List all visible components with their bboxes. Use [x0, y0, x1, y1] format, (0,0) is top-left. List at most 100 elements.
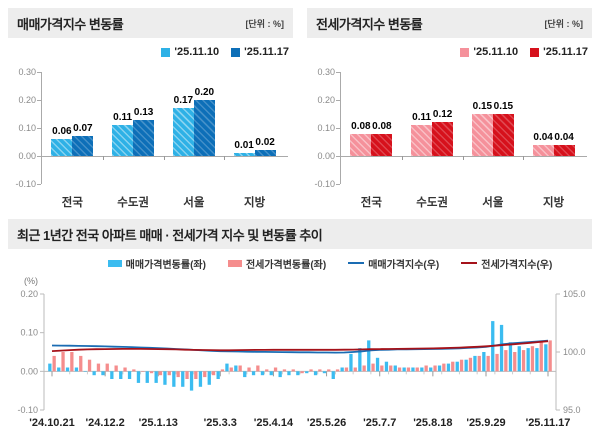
bar	[133, 119, 155, 156]
y-tick-label: -0.10	[15, 179, 36, 189]
svg-text:'24.12.2: '24.12.2	[85, 417, 124, 429]
legend-swatch	[231, 47, 241, 57]
legend-line-swatch	[461, 262, 478, 264]
category-label: 지방	[244, 197, 266, 209]
trend-chart-svg: (%) 0.20 0.10 0.00 -0.10 105.0 100.0 95.0 '24.10…	[17, 276, 586, 429]
bar	[553, 144, 575, 156]
y-tick-label: 0.20	[317, 95, 335, 105]
legend-swatch	[107, 259, 122, 267]
svg-text:'25.9.29: '25.9.29	[466, 417, 505, 429]
legend-label: '25.11.17	[543, 46, 588, 58]
legend-swatch	[460, 47, 470, 57]
bar	[172, 108, 194, 156]
report-page: { "panels": { "sales": { "title": "매매가격지…	[0, 0, 600, 429]
line-jeonse-index	[51, 340, 549, 352]
y-tick-label: 0.30	[317, 67, 335, 77]
jeonse-panel-header: 전세가격지수 변동률 [단위 : %]	[307, 8, 592, 38]
y-tick-label: 0.30	[18, 67, 36, 77]
bar	[112, 125, 134, 156]
legend-item: '25.11.10	[460, 46, 518, 58]
bar	[492, 114, 514, 156]
category-label: 수도권	[117, 197, 149, 209]
zero-baseline	[340, 156, 587, 157]
y-tick-label: 0.10	[18, 123, 36, 133]
bar-value-label: 0.08	[351, 120, 371, 132]
y-axis-line	[340, 72, 341, 184]
svg-text:'25.3.3: '25.3.3	[204, 417, 237, 429]
top-charts-row: 매매가격지수 변동률 [단위 : %] '25.11.10 '25.11.17 …	[0, 0, 600, 209]
svg-text:'25.7.7: '25.7.7	[363, 417, 396, 429]
legend-item: 전세가격변동률(좌)	[227, 256, 326, 271]
svg-text:0.00: 0.00	[20, 366, 38, 376]
legend-label: '25.11.10	[174, 46, 220, 58]
y-tick-label: 0.00	[317, 151, 335, 161]
x-tick	[163, 156, 165, 160]
y-tick-label: -0.10	[314, 179, 335, 189]
legend-swatch	[530, 47, 540, 57]
legend-label: 전세가격지수(우)	[481, 259, 553, 271]
legend-line-swatch	[348, 262, 365, 264]
y-tick	[37, 128, 41, 129]
y-tick	[37, 100, 41, 101]
jeonse-bar-chart: 0.30 0.20 0.10 0.00 -0.10 전국 0.08 0.08 수도권 0.11 0.…	[307, 64, 592, 209]
legend-item: '25.11.10	[161, 46, 219, 58]
sales-panel-title: 매매가격지수 변동률	[17, 16, 124, 32]
bar	[350, 133, 372, 156]
svg-text:'25.1.13: '25.1.13	[139, 417, 178, 429]
svg-text:'24.10.21: '24.10.21	[29, 417, 74, 429]
trend-legend: 매매가격변동률(좌) 전세가격변동률(좌) 매매가격지수(우) 전세가격지수(우…	[68, 254, 592, 272]
jeonse-legend: '25.11.10 '25.11.17	[307, 42, 592, 62]
bar	[371, 133, 393, 156]
svg-text:'25.4.14: '25.4.14	[254, 417, 294, 429]
category-label: 서울	[183, 197, 205, 209]
sales-bar-chart: 0.30 0.20 0.10 0.00 -0.10 전국 0.06 0.07 수도권 0.11 0.…	[8, 64, 293, 209]
bar	[254, 150, 276, 156]
trend-section: 최근 1년간 전국 아파트 매매 · 전세가격 지수 및 변동률 추이 매매가격…	[0, 207, 600, 443]
svg-text:(%): (%)	[24, 276, 38, 286]
bar	[471, 114, 493, 156]
bar-value-label: 0.08	[372, 120, 392, 132]
bar-value-label: 0.15	[472, 101, 493, 112]
y-tick	[37, 184, 41, 185]
svg-text:105.0: 105.0	[563, 289, 586, 299]
right-axis: 105.0 100.0 95.0	[555, 289, 586, 415]
bars-sale-change	[48, 321, 548, 391]
sales-legend: '25.11.10 '25.11.17	[8, 42, 293, 62]
bar-value-label: 0.12	[432, 109, 453, 121]
x-tick	[224, 156, 226, 160]
bar	[51, 139, 73, 156]
legend-item: '25.11.17	[231, 46, 289, 58]
svg-text:-0.10: -0.10	[17, 405, 38, 415]
sales-panel: 매매가격지수 변동률 [단위 : %] '25.11.10 '25.11.17 …	[8, 8, 293, 209]
category-label: 전국	[360, 197, 382, 209]
legend-label: '25.11.10	[473, 46, 519, 58]
svg-text:100.0: 100.0	[563, 347, 586, 357]
bar-value-label: 0.13	[133, 106, 154, 118]
bar	[432, 122, 454, 156]
y-tick	[336, 128, 340, 129]
svg-text:0.10: 0.10	[20, 328, 38, 338]
bar	[233, 153, 255, 156]
trend-title: 최근 1년간 전국 아파트 매매 · 전세가격 지수 및 변동률 추이	[17, 227, 323, 243]
x-tick	[462, 156, 464, 160]
y-tick-label: 0.00	[18, 151, 36, 161]
left-axis: (%) 0.20 0.10 0.00 -0.10	[17, 276, 45, 415]
legend-item: 전세가격지수(우)	[461, 256, 552, 271]
y-tick-label: 0.10	[317, 123, 335, 133]
jeonse-unit-label: [단위 : %]	[544, 18, 583, 29]
sales-panel-header: 매매가격지수 변동률 [단위 : %]	[8, 8, 293, 38]
y-tick	[336, 184, 340, 185]
svg-text:0.20: 0.20	[20, 289, 38, 299]
bar-value-label: 0.11	[113, 112, 133, 124]
svg-text:95.0: 95.0	[563, 405, 581, 415]
x-tick	[401, 156, 403, 160]
bar-value-label: 0.04	[533, 131, 553, 143]
y-axis-line	[41, 72, 42, 184]
y-tick-label: 0.20	[18, 95, 36, 105]
bar-value-label: 0.01	[234, 140, 254, 152]
legend-label: 매매가격지수(우)	[368, 259, 440, 271]
legend-item: '25.11.17	[530, 46, 588, 58]
y-tick	[37, 72, 41, 73]
x-tick	[102, 156, 104, 160]
category-label: 전국	[61, 197, 83, 209]
